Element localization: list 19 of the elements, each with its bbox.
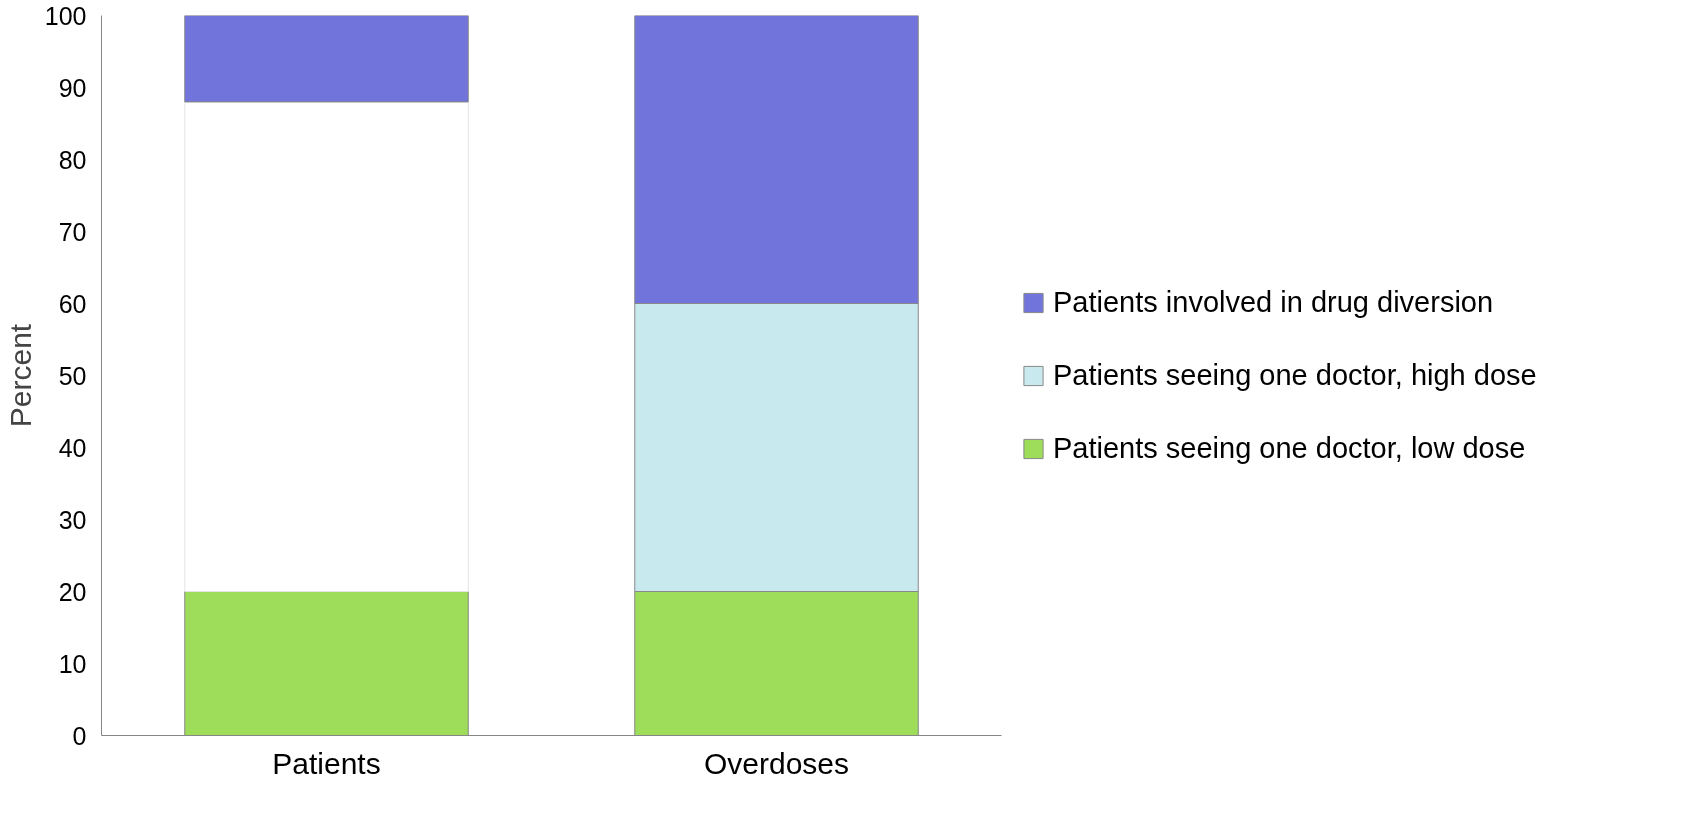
x-tick-label: Patients <box>272 746 381 780</box>
y-axis-title: Percent <box>3 323 37 428</box>
y-tick-label: 20 <box>58 577 87 606</box>
legend-label: Patients seeing one doctor, low dose <box>1053 431 1526 465</box>
y-tick-label: 100 <box>44 1 87 30</box>
legend-label: Patients involved in drug diversion <box>1053 285 1494 319</box>
bar <box>184 15 469 103</box>
x-tick-label: Overdoses <box>703 746 850 780</box>
y-tick-label: 10 <box>58 649 87 678</box>
bar <box>184 101 469 592</box>
y-tick-label: 80 <box>58 145 87 174</box>
y-tick-label: 50 <box>58 361 87 390</box>
y-tick-label: 60 <box>58 289 87 318</box>
y-tick-label: 40 <box>58 433 87 462</box>
y-tick-label: 30 <box>58 505 87 534</box>
y-tick-label: 0 <box>72 721 87 750</box>
y-tick-label: 70 <box>58 217 87 246</box>
y-tick-label: 90 <box>58 73 87 102</box>
legend-label: Patients seeing one doctor, high dose <box>1053 358 1537 392</box>
